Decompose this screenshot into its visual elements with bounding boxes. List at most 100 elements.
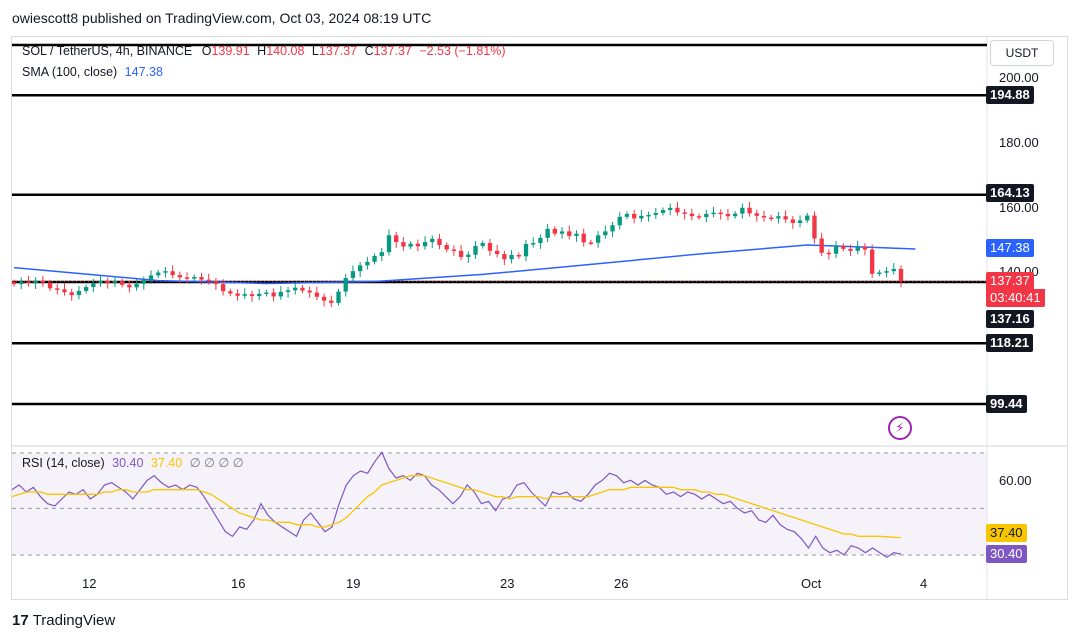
candle-body (725, 213, 731, 217)
price-tick-200: 200.00 (999, 70, 1039, 85)
candle-body (343, 277, 348, 292)
candle-body (40, 280, 46, 283)
candle-body (877, 272, 882, 274)
candle-body (156, 272, 161, 276)
candle-body (271, 292, 276, 297)
candle-body (98, 280, 103, 284)
rsi-ma-legend-value: 37.40 (150, 456, 183, 470)
candle-body (884, 271, 889, 273)
candle-body (242, 294, 247, 296)
candle-body (653, 212, 658, 215)
candle-body (855, 246, 860, 251)
rsi-value-tag: 30.40 (986, 545, 1027, 563)
candle-body (300, 287, 305, 291)
rsi-tick-60: 60.00 (999, 473, 1032, 488)
candle-body (394, 235, 399, 243)
low-value: 137.37 (318, 44, 358, 58)
candle-body (696, 216, 702, 218)
candle-body (841, 245, 846, 249)
candle-body (357, 265, 363, 272)
candle-body (120, 281, 125, 285)
candle-body (833, 245, 839, 254)
candle-body (127, 284, 132, 288)
candle-body (257, 293, 262, 297)
candle-body (552, 228, 558, 234)
x-tick-16: 16 (231, 576, 246, 591)
candle-body (891, 268, 896, 272)
candle-body (603, 231, 608, 236)
sma-line (13, 244, 916, 285)
candle-body (689, 213, 695, 217)
candle-body (148, 275, 154, 280)
sma-legend: SMA (100, close) 147.38 (22, 65, 163, 79)
candle-body (321, 296, 327, 301)
candle-body (372, 255, 377, 262)
close-label: C (364, 44, 374, 58)
x-tick-4: 4 (920, 576, 928, 591)
level-tag-137: 137.16 (986, 310, 1034, 328)
candle-body (401, 242, 406, 247)
candle-body (588, 242, 594, 244)
price-tick-180: 180.00 (999, 135, 1039, 150)
rsi-line (11, 451, 902, 559)
sma-label[interactable]: SMA (100, close) (22, 65, 118, 79)
sma-value: 147.38 (124, 65, 163, 79)
candle-body (516, 255, 521, 257)
candle-body (458, 250, 464, 257)
candle-body (278, 291, 283, 297)
candle-body (754, 213, 759, 216)
candle-body (898, 268, 904, 282)
candle-body (235, 293, 240, 296)
candle-body (848, 248, 853, 251)
candle-body (632, 213, 637, 219)
candle-body (574, 233, 579, 236)
candle-body (480, 243, 485, 246)
candle-body (567, 231, 572, 236)
candle-body (451, 249, 457, 252)
footer-brand[interactable]: TradingView (32, 612, 116, 629)
price-tick-160: 160.00 (999, 200, 1039, 215)
candle-body (624, 213, 630, 217)
symbol-label[interactable]: SOL / TetherUS, 4h, BINANCE (22, 44, 193, 58)
candle-body (769, 217, 774, 219)
candle-body (141, 279, 146, 284)
candle-body (812, 215, 817, 239)
candle-body (473, 245, 478, 255)
candle-body (761, 215, 767, 218)
x-tick-19: 19 (346, 576, 361, 591)
candle-body (307, 290, 312, 293)
last-price-tag: 137.37 (986, 272, 1034, 290)
rsi-legend: RSI (14, close) 30.40 37.40 ∅ ∅ ∅ ∅ (22, 455, 244, 470)
candle-body (213, 281, 219, 285)
lightning-icon[interactable]: ⚡ (888, 416, 912, 440)
candle-body (538, 237, 543, 244)
candle-body (47, 282, 53, 289)
currency-selector[interactable]: USDT (990, 40, 1054, 66)
candle-body (62, 289, 67, 293)
candle-body (783, 216, 788, 220)
candle-body (177, 275, 183, 278)
candle-body (466, 254, 471, 257)
candle-body (444, 244, 449, 250)
candle-body (869, 249, 875, 274)
candle-body (639, 215, 644, 219)
candle-body (660, 210, 666, 213)
candle-body (675, 207, 680, 213)
candle-body (732, 213, 738, 217)
change-value: −2.53 (−1.81%) (419, 44, 506, 58)
candle-body (350, 271, 356, 278)
rsi-label[interactable]: RSI (14, close) (22, 456, 105, 470)
candle-body (581, 233, 586, 243)
candle-body (69, 292, 74, 296)
candle-body (430, 238, 435, 243)
high-value: 140.08 (266, 44, 305, 58)
candle-body (805, 215, 810, 221)
low-label: L (311, 44, 319, 58)
candle-body (408, 243, 413, 247)
sma-price-tag: 147.38 (986, 239, 1034, 257)
candle-body (790, 219, 795, 223)
x-tick-23: 23 (500, 576, 515, 591)
candle-body (163, 271, 168, 273)
candle-body (249, 294, 255, 297)
